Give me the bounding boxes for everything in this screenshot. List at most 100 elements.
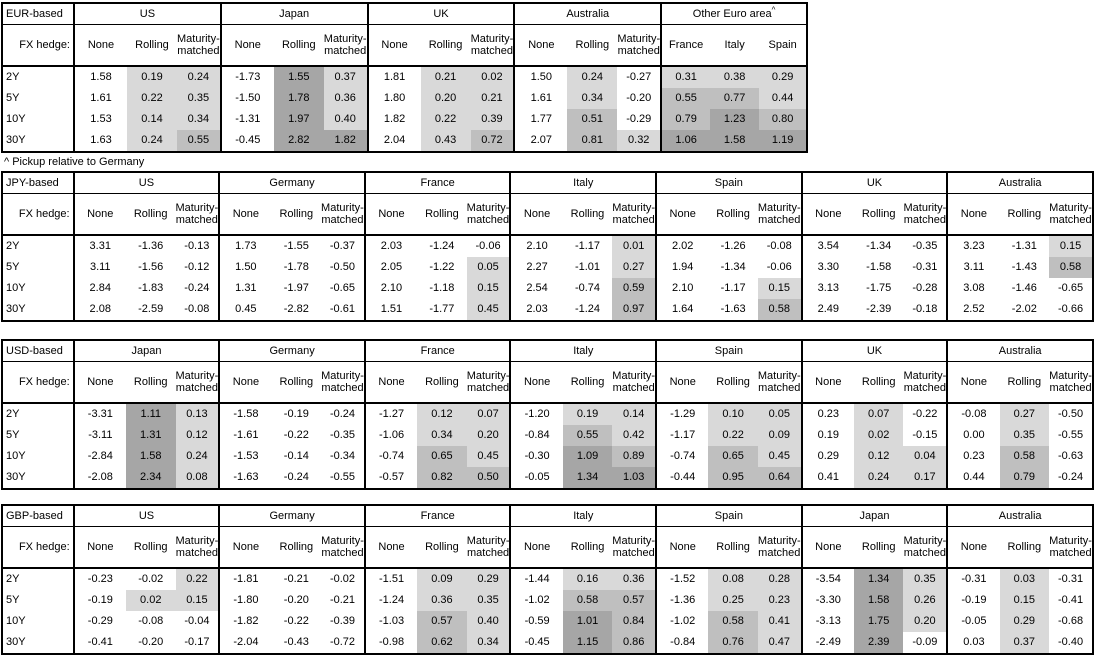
country-header-uk: UK — [800, 172, 948, 194]
subcol-header-maturity-matched: Maturity-matched — [1049, 193, 1093, 236]
subcol-header-none: None — [72, 193, 126, 236]
value-cell: 0.36 — [417, 590, 467, 611]
value-cell: 0.03 — [946, 632, 1000, 654]
value-cell: -0.24 — [329, 408, 356, 421]
value-cell: 0.04 — [903, 446, 948, 467]
value-cell: -0.21 — [329, 594, 356, 607]
value-cell: -0.72 — [329, 636, 356, 649]
subcol-header-maturity-matched: Maturity-matched — [466, 526, 511, 569]
value-cell: 1.58 — [853, 590, 904, 611]
value-cell: 0.25 — [708, 590, 758, 611]
usd-based-table: USD-based Japan Germany France Italy Spain UK A… — [1, 339, 1094, 490]
country-header-australia: Australia — [946, 340, 1093, 362]
value-cell: -0.74 — [655, 446, 709, 467]
value-cell: 0.45 — [757, 446, 802, 467]
value-cell: 3.31 — [72, 235, 126, 257]
value-cell: -0.41 — [1058, 594, 1084, 607]
value-cell: 1.34 — [562, 467, 613, 489]
value-cell: 1.11 — [125, 403, 176, 425]
value-cell: -1.22 — [429, 261, 455, 274]
value-cell: 0.10 — [708, 403, 758, 425]
value-cell: 1.80 — [366, 88, 421, 109]
value-cell: 0.21 — [470, 88, 515, 109]
subcol-header-maturity-matched: Maturity-matched — [757, 193, 802, 236]
value-cell: -1.27 — [363, 403, 418, 425]
value-cell: -0.57 — [363, 467, 418, 489]
value-cell: 0.58 — [562, 590, 613, 611]
value-cell: -1.02 — [509, 590, 563, 611]
subcol-header-none: None — [509, 526, 563, 569]
value-cell: -2.04 — [218, 632, 272, 654]
value-cell: -0.29 — [72, 611, 126, 632]
value-cell: 1.63 — [73, 130, 127, 152]
subcol-header-none: None — [363, 526, 418, 569]
value-cell: 0.07 — [853, 403, 904, 425]
tenor-label-5y: 5Y — [2, 425, 75, 446]
value-cell: 0.20 — [903, 611, 948, 632]
value-cell: 0.36 — [612, 568, 657, 590]
value-cell: 0.35 — [999, 425, 1050, 446]
value-cell: 1.81 — [366, 66, 421, 88]
subcol-header-maturity-matched: Maturity-matched — [757, 526, 802, 569]
value-cell: 0.22 — [175, 568, 220, 590]
value-cell: -0.31 — [912, 261, 938, 274]
value-cell: -1.17 — [655, 425, 709, 446]
value-cell: -0.14 — [283, 450, 309, 463]
subcol-header-rolling: Rolling — [271, 361, 322, 404]
subcol-header-rolling: Rolling — [853, 526, 904, 569]
subcol-header-maturity-matched: Maturity-matched — [323, 24, 368, 67]
value-cell: 3.54 — [800, 235, 854, 257]
spacer — [1, 322, 1094, 339]
subcol-header-rolling: Rolling — [999, 193, 1050, 236]
value-cell: 0.34 — [177, 109, 221, 130]
country-header-japan: Japan — [800, 505, 948, 527]
tenor-label-30y: 30Y — [2, 299, 75, 321]
subcol-header-maturity-matched: Maturity-matched — [903, 361, 948, 404]
value-cell: -1.17 — [720, 282, 746, 295]
eur-based-table-container: EUR-based US Japan UK Australia Other Euro ar… — [1, 2, 1094, 153]
value-cell: 1.23 — [710, 109, 760, 130]
value-cell: -0.08 — [184, 303, 210, 316]
value-cell: -1.36 — [138, 240, 164, 253]
value-cell: -0.21 — [283, 573, 309, 586]
value-cell: 1.58 — [710, 130, 760, 152]
value-cell: 0.62 — [417, 632, 467, 654]
value-cell: 0.77 — [710, 88, 760, 109]
subcol-header-none: None — [513, 24, 568, 67]
country-header-us: US — [72, 505, 220, 527]
country-header-spain: Spain — [655, 505, 802, 527]
country-header-us: US — [73, 3, 221, 25]
subcol-header-rolling: Rolling — [271, 526, 322, 569]
value-cell: -0.40 — [1058, 636, 1084, 649]
value-cell: 2.02 — [655, 235, 709, 257]
subcol-header-none: None — [72, 361, 126, 404]
value-cell: 0.12 — [853, 446, 904, 467]
value-cell: 0.42 — [612, 425, 657, 446]
gbp-based-table: GBP-based US Germany France Italy Spain Japan A… — [1, 504, 1094, 655]
value-cell: 0.32 — [617, 130, 662, 152]
subcol-header-none: None — [366, 24, 421, 67]
value-cell: 0.14 — [127, 109, 177, 130]
value-cell: -1.06 — [363, 425, 418, 446]
value-cell: 1.55 — [273, 66, 324, 88]
value-cell: 1.64 — [655, 299, 709, 321]
value-cell: 0.57 — [417, 611, 467, 632]
country-header-japan: Japan — [219, 3, 368, 25]
value-cell: 0.36 — [323, 88, 368, 109]
value-cell: 0.51 — [567, 109, 618, 130]
tenor-label-2y: 2Y — [2, 568, 75, 590]
value-cell: 1.75 — [853, 611, 904, 632]
jpy-based-label: JPY-based — [2, 172, 75, 194]
value-cell: 0.03 — [999, 568, 1050, 590]
value-cell: -0.65 — [329, 282, 355, 295]
value-cell: -0.84 — [655, 632, 709, 654]
value-cell: 0.55 — [177, 130, 221, 152]
subcol-header-maturity-matched: Maturity-matched — [177, 24, 221, 67]
country-header-germany: Germany — [218, 172, 365, 194]
fx-hedge-label: FX hedge: — [2, 193, 75, 236]
value-cell: -1.36 — [655, 590, 709, 611]
value-cell: 2.54 — [509, 278, 563, 299]
value-cell: 0.41 — [800, 467, 854, 489]
value-cell: -1.56 — [138, 261, 164, 274]
value-cell: -2.02 — [1011, 303, 1037, 316]
